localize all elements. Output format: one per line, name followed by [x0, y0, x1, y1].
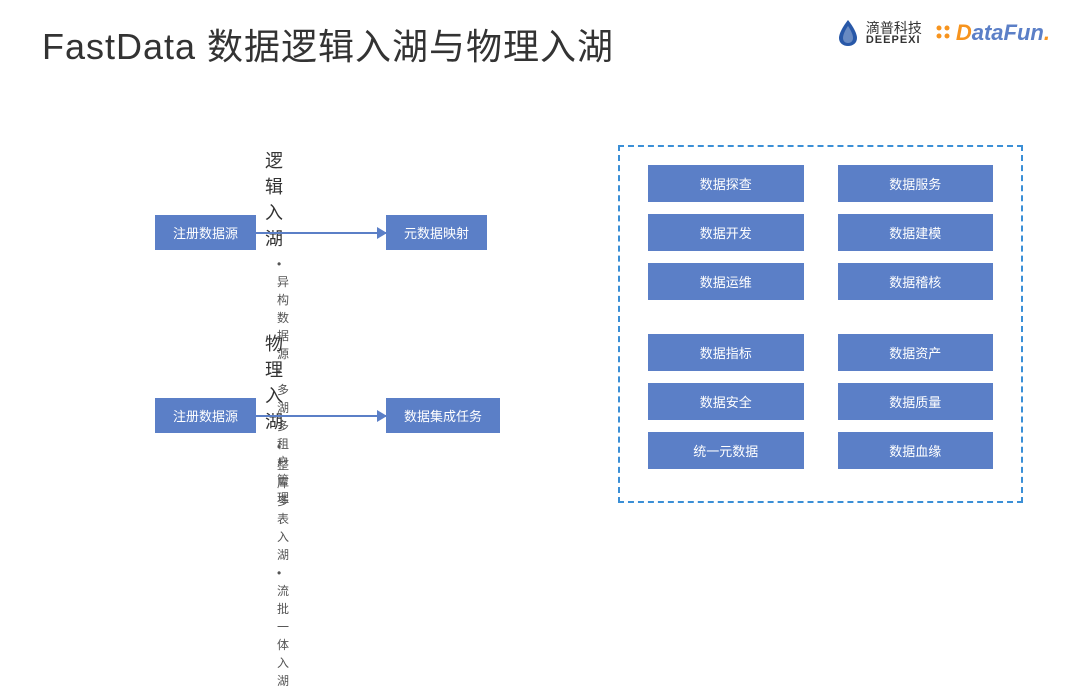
deepexi-en-label: DEEPEXI: [866, 35, 922, 46]
datafun-logo: DataFun.: [934, 20, 1050, 46]
flow2-bullets: 整库多表入湖 流批一体入湖: [277, 438, 289, 690]
flow2-bullet: 整库多表入湖: [277, 438, 289, 564]
page-title: FastData 数据逻辑入湖与物理入湖: [42, 18, 614, 70]
deepexi-text: 滴普科技 DEEPEXI: [866, 21, 922, 46]
capability-box: 数据安全: [648, 383, 804, 420]
capability-box: 数据服务: [838, 165, 994, 202]
flow2-row: 注册数据源 数据集成任务: [155, 398, 500, 433]
capability-box: 数据探查: [648, 165, 804, 202]
datafun-period: .: [1044, 20, 1050, 46]
datafun-dots-icon: [934, 23, 954, 43]
arrow-icon: [256, 232, 386, 234]
capability-box: 数据指标: [648, 334, 804, 371]
deepexi-logo: 滴普科技 DEEPEXI: [836, 18, 922, 48]
logo-group: 滴普科技 DEEPEXI DataFun.: [836, 18, 1050, 48]
capability-box: 数据血缘: [838, 432, 994, 469]
capability-box: 数据资产: [838, 334, 994, 371]
grid-group-1: 数据探查 数据服务 数据开发 数据建模 数据运维 数据稽核: [648, 165, 993, 300]
grid-group-2: 数据指标 数据资产 数据安全 数据质量 统一元数据 数据血缘: [648, 334, 993, 469]
flow1-from-box: 注册数据源: [155, 215, 256, 250]
arrow-icon: [256, 415, 386, 417]
datafun-d-letter: D: [956, 20, 972, 46]
flow2-header: 物理入湖 整库多表入湖 流批一体入湖: [265, 330, 289, 690]
capability-box: 统一元数据: [648, 432, 804, 469]
flow2-from-box: 注册数据源: [155, 398, 256, 433]
flow1-to-box: 元数据映射: [386, 215, 487, 250]
capability-box: 数据运维: [648, 263, 804, 300]
deepexi-drop-icon: [836, 18, 860, 48]
flow1-row: 注册数据源 元数据映射: [155, 215, 487, 250]
capability-box: 数据建模: [838, 214, 994, 251]
flow2-bullet: 流批一体入湖: [277, 564, 289, 690]
capability-box: 数据稽核: [838, 263, 994, 300]
flow2-to-box: 数据集成任务: [386, 398, 500, 433]
deepexi-cn-label: 滴普科技: [866, 21, 922, 35]
capability-panel: 数据探查 数据服务 数据开发 数据建模 数据运维 数据稽核 数据指标 数据资产 …: [618, 145, 1023, 503]
datafun-rest-text: ataFun: [972, 20, 1044, 46]
capability-box: 数据质量: [838, 383, 994, 420]
capability-box: 数据开发: [648, 214, 804, 251]
title-bar: FastData 数据逻辑入湖与物理入湖: [42, 18, 614, 70]
